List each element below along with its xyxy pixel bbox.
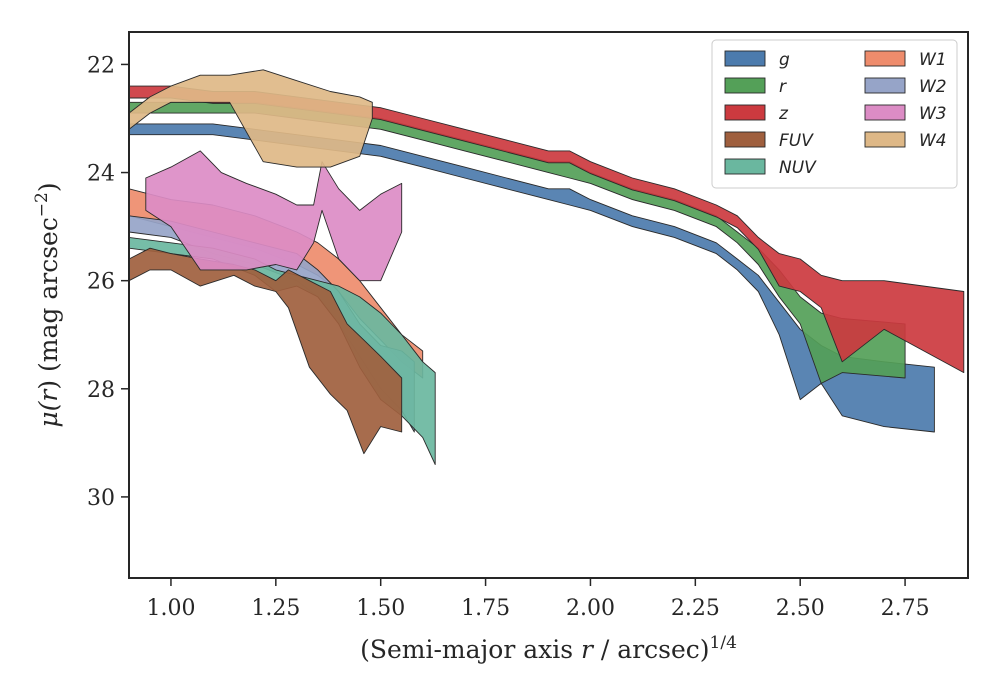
legend-swatch-w2	[864, 77, 906, 94]
legend-box	[711, 39, 958, 189]
legend: grz FUV NUV W1 W2 W3 W4	[711, 39, 958, 189]
legend-swatch-w1	[864, 50, 906, 67]
legend-label-nuv: NUV	[779, 158, 817, 178]
x-tick-label: 2.00	[566, 596, 615, 621]
legend-swatch-g	[724, 50, 766, 67]
x-tick-label: 1.25	[251, 596, 300, 621]
legend-swatch-nuv	[724, 158, 766, 175]
x-tick-label: 2.50	[776, 596, 825, 621]
legend-label-z: z	[778, 104, 789, 124]
legend-label-w2: W2	[919, 77, 947, 97]
legend-swatch-r	[724, 77, 766, 94]
plot-frame	[128, 31, 969, 579]
y-tick-label: 24	[87, 162, 115, 187]
legend-label-w4: W4	[919, 131, 947, 151]
band-z	[128, 85, 965, 374]
legend-label-w3: W3	[919, 104, 947, 124]
y-tick-label: 28	[87, 378, 115, 403]
x-tick-label: 2.25	[671, 596, 720, 621]
x-tick-label: 1.50	[356, 596, 405, 621]
x-axis-ticks: 1.00 1.25 1.50 1.75 2.00 2.25 2.50 2.75	[146, 578, 930, 621]
x-tick-label: 1.00	[146, 596, 195, 621]
x-tick-label: 1.75	[461, 596, 510, 621]
band-w3	[145, 150, 403, 282]
x-tick-label: 2.75	[881, 596, 930, 621]
legend-swatch-fuv	[724, 131, 766, 148]
legend-swatch-w4	[864, 131, 906, 148]
y-tick-label: 30	[87, 486, 115, 511]
y-tick-label: 26	[87, 270, 115, 295]
legend-label-w1: W1	[919, 50, 947, 70]
y-axis-ticks: 22 24 26 28 30	[87, 53, 129, 511]
legend-label-fuv: FUV	[779, 131, 814, 151]
legend-swatch-w3	[864, 104, 906, 121]
y-axis-label: μ(r) (mag arcsec−2)	[32, 182, 63, 427]
band-g	[128, 123, 935, 433]
x-axis-label: (Semi-major axis r / arcsec)1/4	[360, 633, 737, 664]
band-w4	[128, 69, 373, 168]
series-bands	[128, 69, 965, 465]
legend-label-g: g	[779, 50, 790, 70]
y-tick-label: 22	[87, 53, 115, 78]
legend-label-r: r	[779, 77, 787, 97]
legend-swatch-z	[724, 104, 766, 121]
